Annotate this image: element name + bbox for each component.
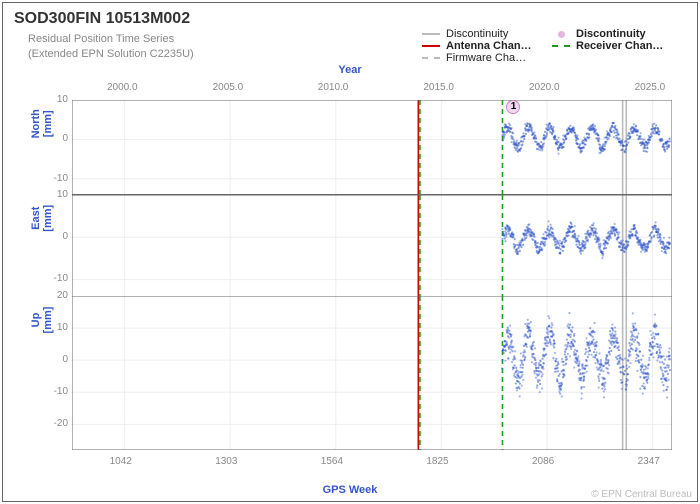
year-tick: 2015.0 bbox=[423, 82, 454, 93]
gpsweek-tick: 1564 bbox=[321, 456, 343, 467]
panel-1: -10010East [mm] bbox=[72, 195, 672, 297]
subtitle-line2: (Extended EPN Solution C2235U) bbox=[28, 47, 194, 62]
ylabel-2: Up [mm] bbox=[30, 243, 54, 397]
legend-item: Discontinuity bbox=[550, 28, 680, 40]
gpsweek-tick: 1825 bbox=[426, 456, 448, 467]
top-axis-label: Year bbox=[0, 64, 700, 76]
legend-item: Receiver Chan… bbox=[550, 40, 680, 52]
subtitle-line1: Residual Position Time Series bbox=[28, 32, 194, 47]
panel-2: -20-1001020Up [mm] bbox=[72, 296, 672, 450]
year-tick: 2010.0 bbox=[318, 82, 349, 93]
legend-item: Antenna Chan… bbox=[420, 40, 550, 52]
chart-title: SOD300FIN 10513M002 bbox=[14, 10, 190, 28]
gpsweek-tick: 2086 bbox=[532, 456, 554, 467]
legend-item: Firmware Cha… bbox=[420, 52, 550, 64]
chart-subtitle: Residual Position Time Series (Extended … bbox=[28, 32, 194, 62]
gpsweek-tick: 1303 bbox=[215, 456, 237, 467]
gpsweek-tick: 2347 bbox=[638, 456, 660, 467]
panel-0: -10010North [mm] bbox=[72, 100, 672, 195]
legend: DiscontinuityDiscontinuityAntenna Chan…R… bbox=[420, 28, 680, 64]
year-tick: 2025.0 bbox=[635, 82, 666, 93]
gpsweek-tick: 1042 bbox=[110, 456, 132, 467]
year-tick: 2000.0 bbox=[107, 82, 138, 93]
plot-area: 2000.02005.02010.02015.02020.02025.0-100… bbox=[72, 100, 672, 450]
year-tick: 2020.0 bbox=[529, 82, 560, 93]
legend-item: Discontinuity bbox=[420, 28, 550, 40]
ytick: -20 bbox=[40, 418, 68, 429]
ylabel-0: North [mm] bbox=[30, 77, 54, 172]
year-tick: 2005.0 bbox=[213, 82, 244, 93]
watermark: © EPN Central Bureau bbox=[591, 489, 692, 500]
